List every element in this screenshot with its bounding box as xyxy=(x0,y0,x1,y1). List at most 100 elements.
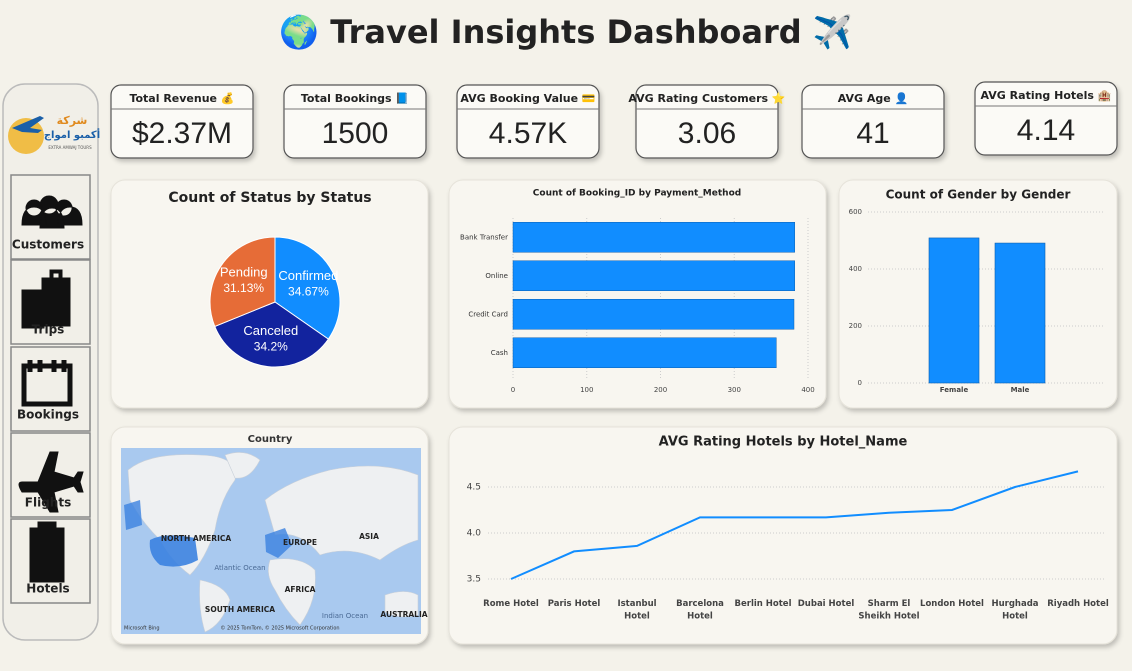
map-label: NORTH AMERICA xyxy=(161,534,232,543)
x-tick-label: Barcelona Hotel xyxy=(676,599,724,622)
pie-slice xyxy=(274,236,341,340)
x-tick-label: Paris Hotel xyxy=(548,599,601,609)
nav-icon xyxy=(21,360,73,407)
map-country xyxy=(265,528,292,558)
kpi-card xyxy=(635,84,779,159)
y-tick-label: 400 xyxy=(849,265,862,273)
kpi-value: 3.06 xyxy=(678,117,736,150)
map-land xyxy=(199,579,231,633)
x-tick-label: Sharm El Sheikh Hotel xyxy=(858,599,919,622)
kpi-value: 1500 xyxy=(322,117,389,150)
pie-category-label: Confirmed xyxy=(278,268,338,283)
bar xyxy=(994,242,1046,384)
x-tick-label: Riyadh Hotel xyxy=(1047,599,1109,609)
x-tick-label: 100 xyxy=(580,386,593,394)
kpi-label: AVG Rating Hotels 🏨 xyxy=(981,89,1112,102)
x-tick-label: 200 xyxy=(654,386,667,394)
x-tick-label: Berlin Hotel xyxy=(735,599,792,609)
x-tick-label: Istanbul Hotel xyxy=(617,599,656,622)
nav-icon xyxy=(18,451,84,513)
kpi-value: 4.14 xyxy=(1017,114,1075,147)
y-tick-label: Cash xyxy=(491,349,508,357)
kpi-label: AVG Age 👤 xyxy=(838,92,909,105)
y-tick-label: Credit Card xyxy=(468,310,508,318)
kpi-card xyxy=(283,84,427,159)
map-land xyxy=(268,558,316,626)
kpi-label: Total Bookings 📘 xyxy=(301,92,409,105)
y-tick-label: Bank Transfer xyxy=(460,233,508,241)
bar xyxy=(928,237,980,384)
nav-icon xyxy=(21,269,71,329)
pie-value-label: 34.2% xyxy=(254,340,288,354)
x-tick-label: 0 xyxy=(511,386,515,394)
logo-text: EXTRA AMWAJ TOURS xyxy=(48,145,92,150)
x-tick-label: Hurghada Hotel xyxy=(991,599,1038,622)
kpi-card xyxy=(456,84,600,159)
x-tick-label: Female xyxy=(940,386,969,394)
map-label: AFRICA xyxy=(285,585,316,594)
panel xyxy=(448,426,1118,645)
bar xyxy=(512,222,795,253)
map-country xyxy=(124,500,142,530)
chart-title: AVG Rating Hotels by Hotel_Name xyxy=(659,435,908,450)
pie-category-label: Canceled xyxy=(243,323,298,338)
x-tick-label: 300 xyxy=(728,386,741,394)
y-tick-label: 0 xyxy=(858,379,862,387)
map-land xyxy=(384,591,419,618)
logo-plane xyxy=(12,116,44,133)
x-tick-label: Rome Hotel xyxy=(483,599,539,609)
y-tick-label: Online xyxy=(485,272,508,280)
panel xyxy=(448,179,827,409)
map-label: AUSTRALIA xyxy=(380,610,427,619)
pie-slice xyxy=(214,301,330,368)
chart-title: Count of Status by Status xyxy=(168,190,371,206)
pie-slice xyxy=(209,236,276,328)
nav-label: Hotels xyxy=(26,582,69,596)
map-label: Indian Ocean xyxy=(322,612,368,620)
bar xyxy=(512,299,795,330)
pie-value-label: 31.13% xyxy=(223,281,264,295)
line-series xyxy=(510,470,1079,580)
x-tick-label: 400 xyxy=(801,386,814,394)
y-tick-label: 600 xyxy=(849,208,862,216)
bar xyxy=(512,337,777,368)
map-credit: © 2025 TomTom, © 2025 Microsoft Corporat… xyxy=(220,625,339,632)
pie-value-label: 34.67% xyxy=(288,285,329,299)
map-land xyxy=(224,452,261,479)
map-land xyxy=(264,465,419,561)
nav-icon xyxy=(29,521,65,583)
y-tick-label: 4.5 xyxy=(467,483,481,493)
x-tick-label: London Hotel xyxy=(920,599,984,609)
map-title: Country xyxy=(248,434,293,445)
kpi-value: 41 xyxy=(856,117,889,150)
nav-label: Trips xyxy=(32,323,65,337)
x-tick-label: Dubai Hotel xyxy=(798,599,855,609)
nav-label: Bookings xyxy=(17,408,79,422)
chart-title: Count of Gender by Gender xyxy=(886,188,1071,202)
map-country xyxy=(149,535,198,567)
map-label: EUROPE xyxy=(283,538,317,547)
kpi-label: AVG Booking Value 💳 xyxy=(460,92,595,105)
pie-category-label: Pending xyxy=(220,264,268,279)
nav-icon xyxy=(21,195,83,229)
y-tick-label: 200 xyxy=(849,322,862,330)
kpi-card xyxy=(801,84,945,159)
kpi-card xyxy=(110,84,254,159)
kpi-label: AVG Rating Customers ⭐ xyxy=(628,92,786,105)
map-label: ASIA xyxy=(359,532,379,541)
kpi-value: $2.37M xyxy=(132,117,232,150)
nav-label: Flights xyxy=(25,496,71,510)
map-label: SOUTH AMERICA xyxy=(205,605,275,614)
dashboard-title: 🌍 Travel Insights Dashboard ✈️ xyxy=(279,13,852,51)
chart-title: Count of Booking_ID by Payment_Method xyxy=(533,189,741,199)
kpi-card xyxy=(974,81,1118,156)
y-tick-label: 3.5 xyxy=(467,575,481,585)
y-tick-label: 4.0 xyxy=(467,529,482,539)
kpi-value: 4.57K xyxy=(489,117,567,150)
kpi-label: Total Revenue 💰 xyxy=(129,92,234,105)
nav-label: Customers xyxy=(12,238,84,252)
logo-text: شركة xyxy=(57,114,88,127)
x-tick-label: Male xyxy=(1011,386,1030,394)
map-label: Atlantic Ocean xyxy=(214,564,265,572)
